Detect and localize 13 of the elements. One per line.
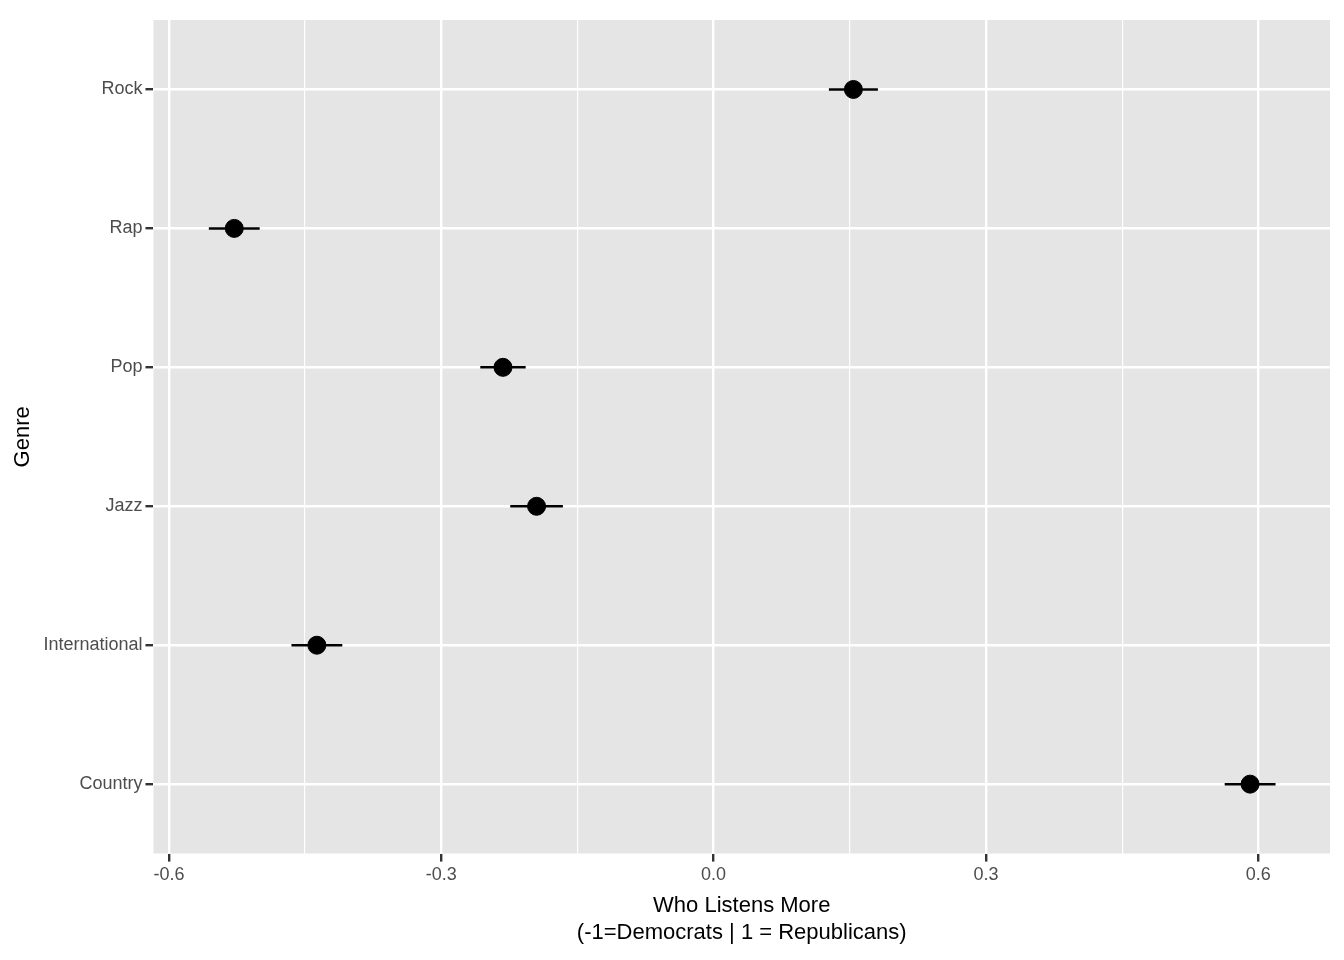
y-tick-label: Pop: [110, 356, 143, 377]
y-tick-label: Rock: [101, 78, 144, 99]
x-tick-label: -0.3: [425, 864, 457, 885]
y-tick-label: Jazz: [105, 495, 143, 516]
x-tick-label: 0.0: [701, 864, 727, 885]
y-tick-label: International: [43, 634, 143, 655]
y-tick-label: Country: [79, 773, 143, 794]
x-tick-label: -0.6: [153, 864, 185, 885]
x-axis-title: Who Listens More (-1=Democrats | 1 = Republicans): [576, 892, 907, 944]
y-axis-title: Genre: [9, 406, 35, 468]
y-tick-label: Rap: [109, 217, 143, 238]
x-tick-label: 0.3: [973, 864, 999, 885]
x-tick-label: 0.6: [1245, 864, 1271, 885]
